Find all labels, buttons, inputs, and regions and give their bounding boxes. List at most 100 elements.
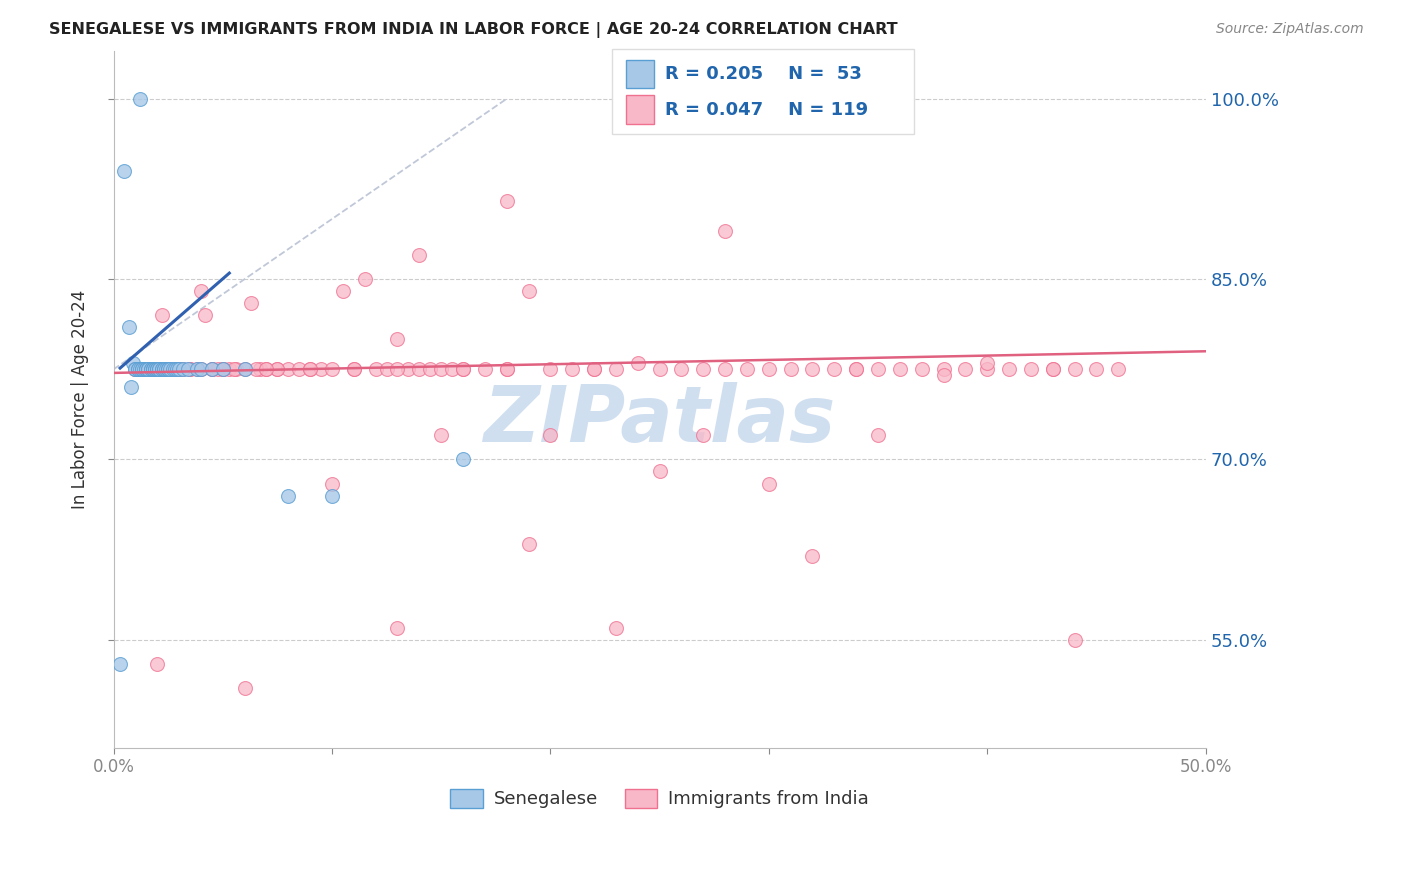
Point — [474, 362, 496, 376]
Point — [240, 296, 263, 310]
Point — [976, 362, 998, 376]
Point — [408, 362, 430, 376]
Point — [150, 308, 173, 322]
Point — [222, 362, 245, 376]
Point — [190, 362, 212, 376]
Point — [517, 536, 540, 550]
Point — [692, 362, 714, 376]
Point — [266, 362, 288, 376]
Point — [128, 92, 150, 106]
Point — [142, 362, 165, 376]
Point — [201, 362, 224, 376]
Point — [114, 164, 136, 178]
Point — [142, 362, 165, 376]
Point — [256, 362, 278, 376]
Point — [538, 362, 561, 376]
Point — [353, 272, 375, 286]
Point — [233, 362, 256, 376]
Point — [148, 362, 170, 376]
Point — [172, 362, 194, 376]
Point — [150, 362, 173, 376]
Point — [131, 362, 153, 376]
Point — [233, 681, 256, 695]
Point — [845, 362, 868, 376]
Point — [186, 362, 208, 376]
Point — [299, 362, 322, 376]
Point — [179, 362, 201, 376]
Point — [321, 489, 343, 503]
Point — [146, 362, 169, 376]
Point — [163, 362, 186, 376]
Point — [266, 362, 288, 376]
Point — [801, 362, 824, 376]
Point — [124, 362, 146, 376]
Point — [150, 362, 173, 376]
Point — [735, 362, 758, 376]
Point — [152, 362, 174, 376]
Point — [299, 362, 322, 376]
Point — [146, 362, 169, 376]
Point — [430, 362, 453, 376]
Point — [779, 362, 801, 376]
Point — [211, 362, 233, 376]
Point — [932, 362, 955, 376]
Point — [146, 362, 169, 376]
Point — [118, 320, 141, 334]
Point — [375, 362, 398, 376]
Point — [218, 362, 240, 376]
Point — [332, 284, 354, 298]
Point — [135, 362, 157, 376]
Point — [122, 356, 145, 370]
Point — [143, 362, 166, 376]
Y-axis label: In Labor Force | Age 20-24: In Labor Force | Age 20-24 — [72, 290, 89, 509]
Point — [1042, 362, 1064, 376]
Point — [277, 489, 299, 503]
Point — [190, 284, 212, 298]
Point — [207, 362, 229, 376]
Point — [159, 362, 181, 376]
Point — [1063, 362, 1085, 376]
Point — [605, 621, 627, 635]
Point — [148, 362, 170, 376]
Point — [714, 362, 737, 376]
Point — [124, 362, 146, 376]
Point — [451, 452, 474, 467]
Point — [441, 362, 464, 376]
Point — [146, 657, 169, 671]
Point — [364, 362, 387, 376]
Point — [256, 362, 278, 376]
Text: Source: ZipAtlas.com: Source: ZipAtlas.com — [1216, 22, 1364, 37]
Point — [148, 362, 170, 376]
Point — [124, 362, 146, 376]
Point — [167, 362, 190, 376]
Point — [139, 362, 162, 376]
Point — [225, 362, 247, 376]
Point — [138, 362, 160, 376]
Point — [758, 476, 780, 491]
Point — [714, 224, 737, 238]
Point — [801, 549, 824, 563]
Point — [142, 362, 165, 376]
Point — [998, 362, 1021, 376]
Point — [186, 362, 208, 376]
Point — [866, 362, 889, 376]
Text: R = 0.205    N =  53: R = 0.205 N = 53 — [665, 65, 862, 83]
Point — [343, 362, 366, 376]
Point — [866, 428, 889, 442]
Point — [321, 476, 343, 491]
Point — [128, 362, 150, 376]
Point — [911, 362, 934, 376]
Point — [583, 362, 606, 376]
Point — [211, 362, 233, 376]
Point — [451, 362, 474, 376]
Point — [138, 362, 160, 376]
Point — [131, 362, 153, 376]
Text: R = 0.047    N = 119: R = 0.047 N = 119 — [665, 101, 868, 119]
Text: ZIPatlas: ZIPatlas — [484, 383, 835, 458]
Point — [1019, 362, 1042, 376]
Point — [167, 362, 190, 376]
Point — [845, 362, 868, 376]
Point — [451, 362, 474, 376]
Point — [233, 362, 256, 376]
Point — [1063, 632, 1085, 647]
